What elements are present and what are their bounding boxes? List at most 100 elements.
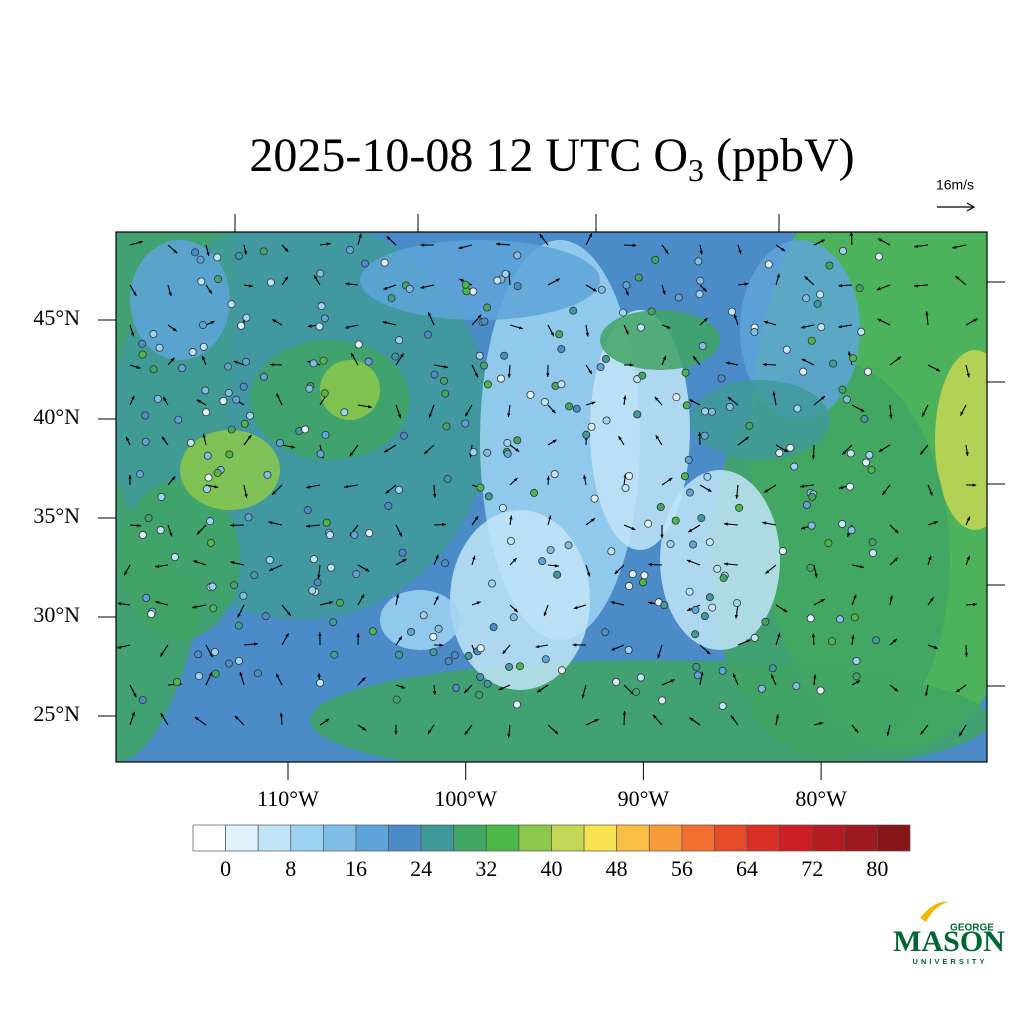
station [718,375,725,382]
station [602,355,609,362]
station [514,437,521,444]
station [148,611,155,618]
station [787,444,794,451]
station [451,652,458,659]
station [686,588,693,595]
station [516,663,523,670]
station [406,285,413,292]
station [689,541,696,548]
station [393,696,400,703]
station [242,358,249,365]
station [598,286,605,293]
station [848,527,855,534]
station [847,450,854,457]
station [554,571,561,578]
station [321,390,328,397]
station [849,355,856,362]
station [556,331,563,338]
station [686,489,693,496]
station [853,673,860,680]
station [407,628,414,635]
station [591,495,598,502]
station [207,539,214,546]
colorbar-label: 16 [345,856,367,881]
station [310,360,317,367]
station [231,582,238,589]
station [794,405,801,412]
station [318,303,325,310]
station [238,322,245,329]
colorbar-box [226,825,259,851]
station [661,602,668,609]
colorbar-label: 80 [866,856,888,881]
station [195,651,202,658]
station [154,395,161,402]
colorbar-box [845,825,878,851]
station [203,485,210,492]
station [808,522,815,529]
station [440,377,447,384]
station [235,252,242,259]
station [191,249,198,256]
station [328,564,335,571]
station [551,471,558,478]
station [803,295,810,302]
station [692,606,699,613]
station [720,574,727,581]
station [583,431,590,438]
station [443,423,450,430]
station [701,613,708,620]
lat-label: 40°N [33,404,80,429]
station [507,537,514,544]
station [800,368,807,375]
station [210,605,217,612]
station [321,315,328,322]
station [728,308,735,315]
station [326,531,333,538]
station [392,353,399,360]
station [839,386,846,393]
station [209,583,216,590]
station [637,674,644,681]
station [828,638,835,645]
colorbar-box [486,825,519,851]
station [435,625,442,632]
station [207,518,214,525]
lon-label: 90°W [618,786,670,811]
station [187,439,194,446]
station [629,570,636,577]
station [189,348,196,355]
station [818,324,825,331]
station [243,314,250,321]
station [866,451,873,458]
station [462,420,469,427]
colorbar-box [356,825,389,851]
station [633,688,640,695]
station [420,612,427,619]
wind-scale-arrow [937,203,974,211]
station [490,624,497,631]
logo-main: MASON [893,925,1005,958]
station [470,288,477,295]
station [445,658,452,665]
station [825,540,832,547]
station [211,648,218,655]
station [477,645,484,652]
station [708,408,715,415]
station [477,673,484,680]
station [444,475,451,482]
station [214,469,221,476]
field-patch [320,360,380,420]
lon-label: 80°W [795,786,847,811]
station [175,416,182,423]
station [336,599,343,606]
station [228,301,235,308]
station [639,372,646,379]
station [346,246,353,253]
station [355,341,362,348]
station [331,651,338,658]
colorbar-box [291,825,324,851]
station [573,405,580,412]
station [558,345,565,352]
